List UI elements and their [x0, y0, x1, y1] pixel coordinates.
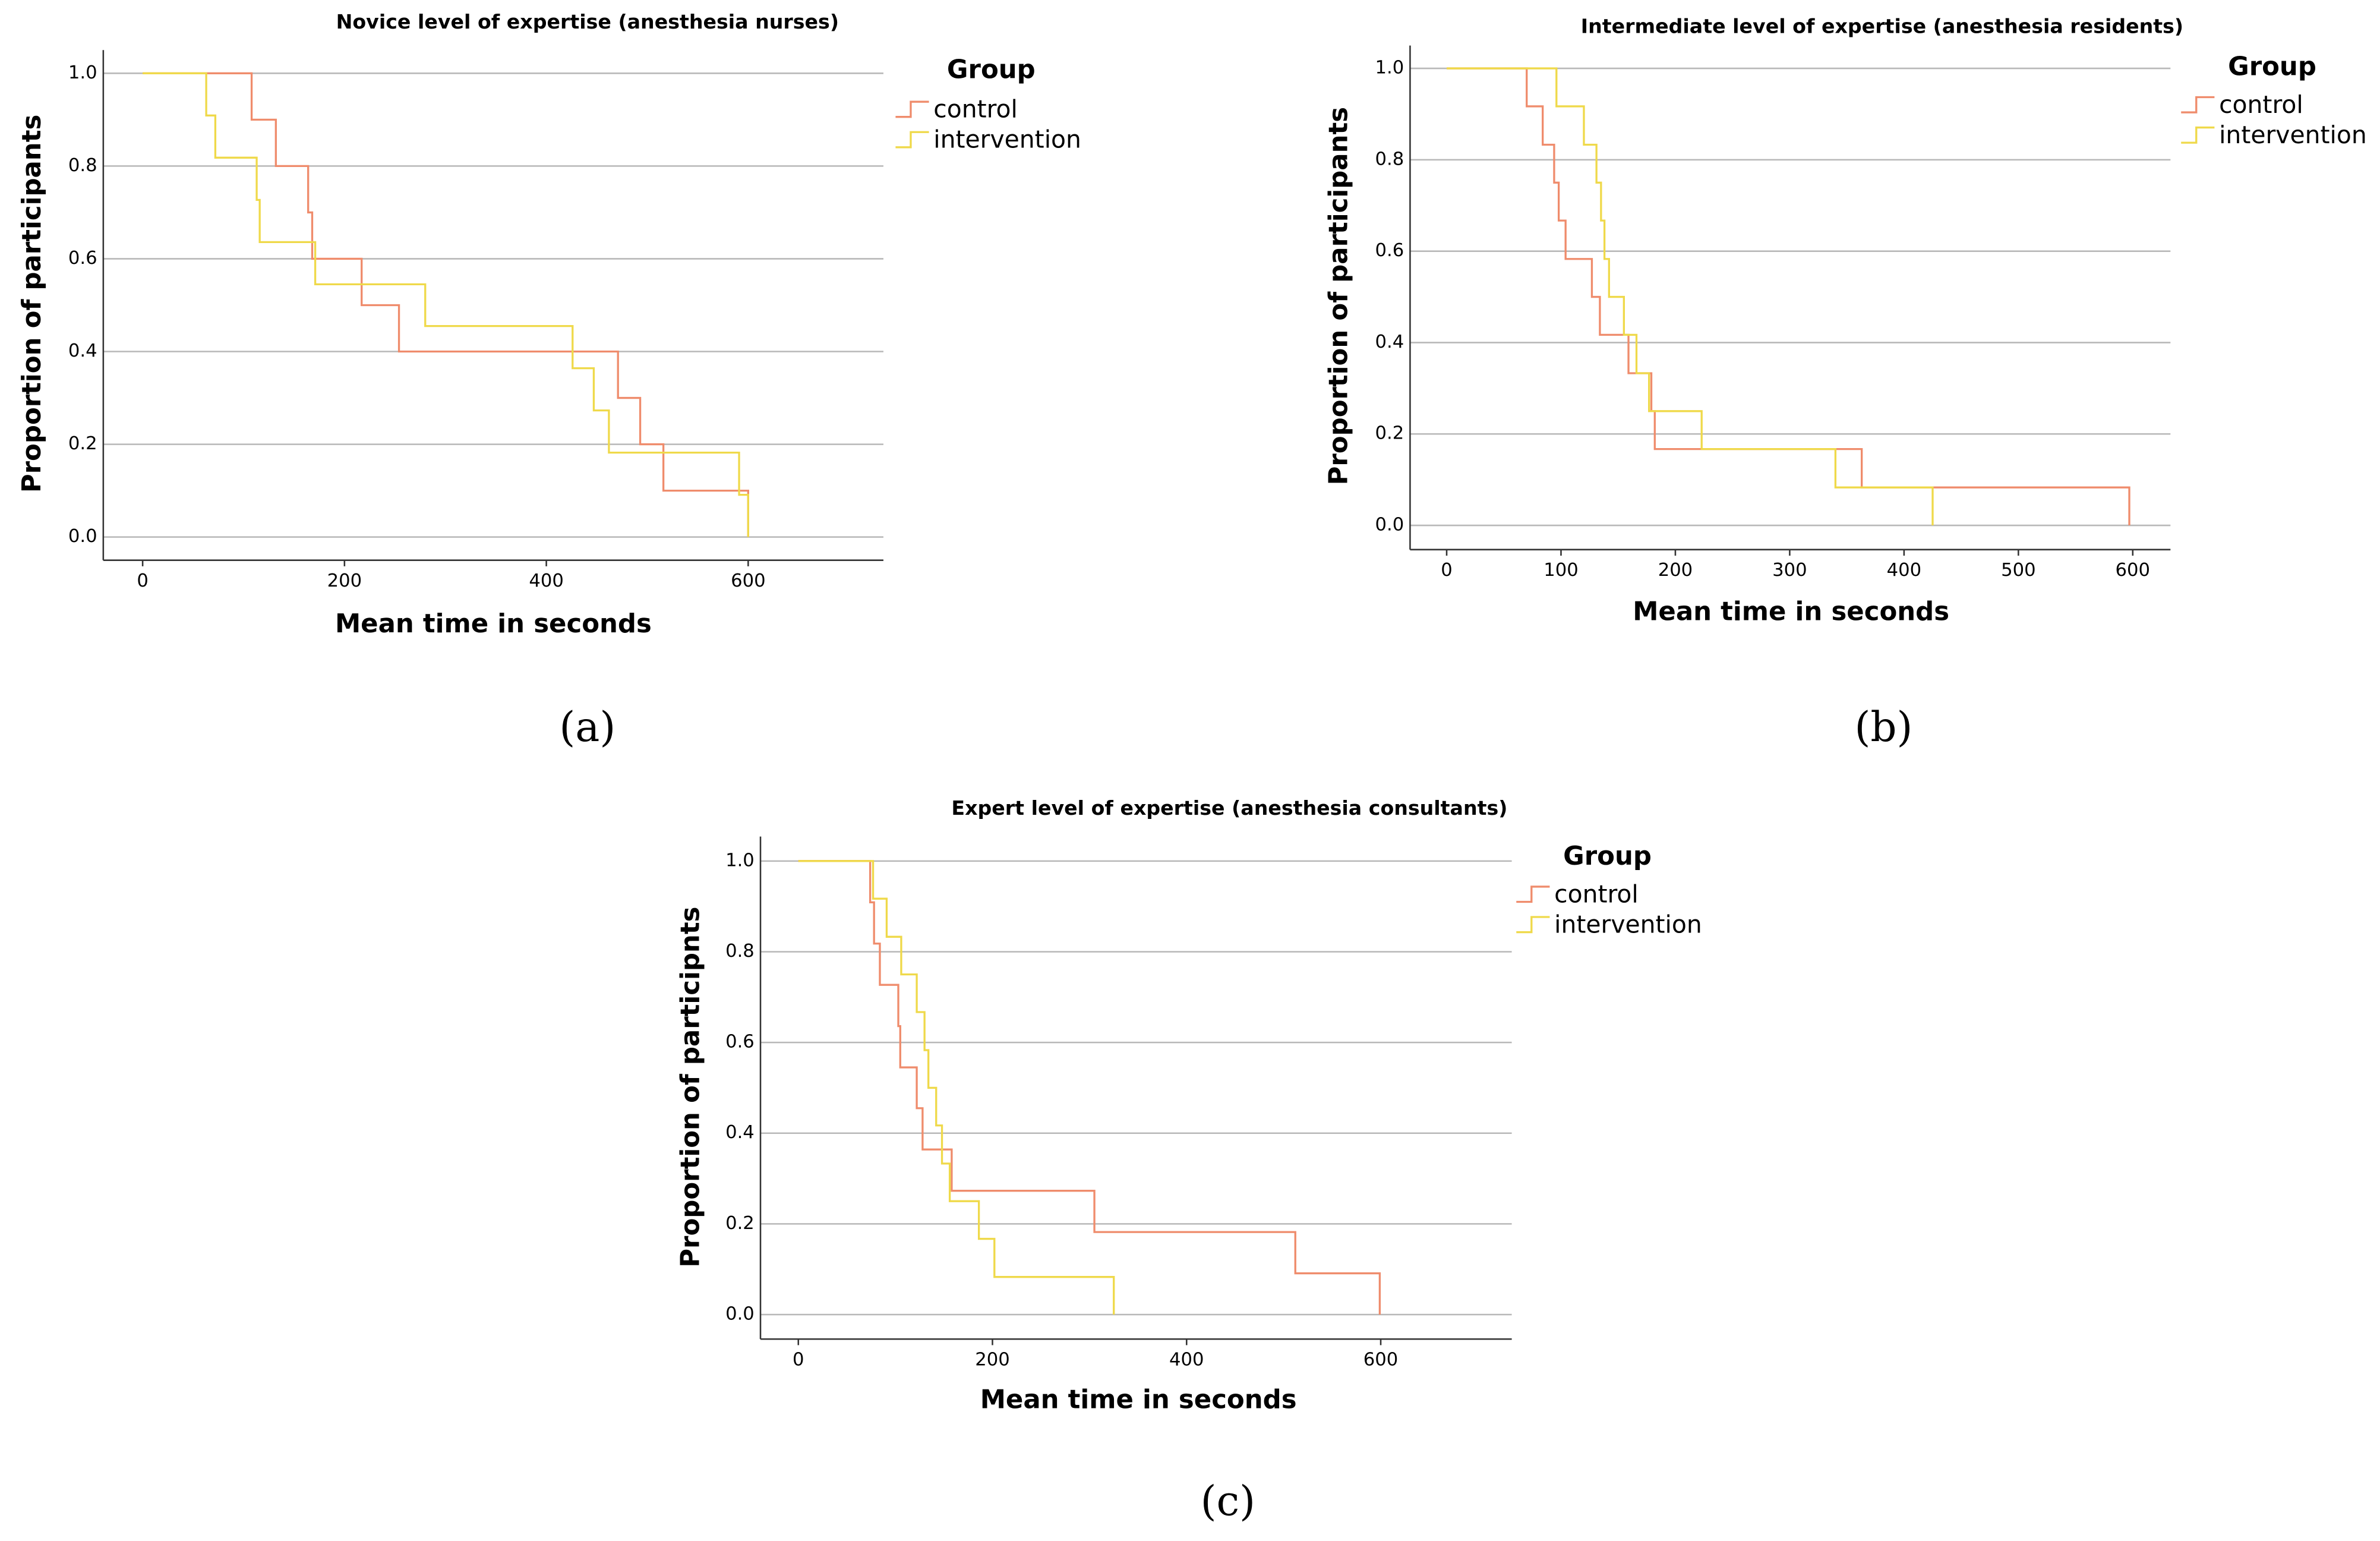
y-tick-label: 0.2 — [68, 433, 97, 454]
y-tick-label: 0.6 — [725, 1032, 755, 1052]
x-tick-label: 400 — [1169, 1349, 1204, 1370]
legend-title: Group — [947, 55, 1036, 85]
legend-swatch — [895, 100, 929, 118]
x-axis-label: Mean time in seconds — [1633, 597, 1949, 627]
y-axis-label: Proportion of participants — [17, 115, 47, 493]
survival-line — [798, 860, 1381, 1315]
y-tick-label: 0.4 — [68, 341, 97, 361]
x-tick-label: 300 — [1772, 560, 1807, 581]
x-tick-label: 500 — [2001, 560, 2035, 581]
y-tick-label: 0.8 — [1375, 149, 1404, 169]
legend-label: control — [933, 94, 1018, 123]
chart-panel: Intermediate level of expertise (anesthe… — [1324, 14, 2366, 751]
chart-title: Novice level of expertise (anesthesia nu… — [336, 10, 839, 33]
y-axis-label: Proportion of participants — [1324, 107, 1353, 485]
y-tick-label: 0.0 — [1375, 515, 1404, 535]
legend-label: intervention — [2219, 121, 2367, 149]
y-tick-label: 1.0 — [725, 850, 755, 871]
y-tick-label: 0.8 — [68, 155, 97, 176]
y-tick-label: 1.0 — [68, 62, 97, 83]
y-tick-label: 1.0 — [1375, 58, 1404, 78]
y-tick-label: 0.4 — [725, 1122, 755, 1143]
legend-swatch — [2181, 126, 2215, 144]
legend-label: intervention — [933, 125, 1081, 154]
y-tick-label: 0.0 — [68, 526, 97, 547]
panel-label: (c) — [1201, 1478, 1255, 1526]
survival-line — [1447, 67, 1934, 526]
chart-panel: Novice level of expertise (anesthesia nu… — [17, 10, 1081, 751]
legend-swatch — [2181, 96, 2215, 114]
y-tick-label: 0.2 — [725, 1213, 755, 1234]
y-tick-label: 0.4 — [1375, 332, 1404, 352]
y-tick-label: 0.0 — [725, 1304, 755, 1325]
chart-title: Intermediate level of expertise (anesthe… — [1581, 14, 2183, 37]
x-tick-label: 400 — [1887, 560, 1921, 581]
y-tick-label: 0.8 — [725, 941, 755, 962]
x-tick-label: 600 — [731, 571, 765, 591]
survival-line — [143, 72, 749, 537]
y-tick-label: 0.6 — [68, 248, 97, 269]
legend-label: control — [1554, 880, 1639, 908]
panel-label: (b) — [1855, 704, 1913, 751]
x-tick-label: 600 — [1363, 1349, 1398, 1370]
x-tick-label: 200 — [1658, 560, 1693, 581]
legend-label: intervention — [1554, 910, 1702, 938]
x-axis-label: Mean time in seconds — [980, 1385, 1297, 1414]
survival-line — [798, 860, 1115, 1315]
legend-swatch — [1516, 885, 1550, 903]
x-tick-label: 600 — [2116, 560, 2150, 581]
x-tick-label: 0 — [1441, 560, 1453, 581]
x-tick-label: 0 — [793, 1349, 804, 1370]
legend-label: control — [2219, 90, 2303, 119]
x-tick-label: 0 — [137, 571, 149, 591]
panel-label: (a) — [559, 704, 615, 751]
y-tick-label: 0.6 — [1375, 240, 1404, 261]
x-tick-label: 200 — [327, 571, 362, 591]
y-axis-label: Proportion of participnts — [676, 907, 706, 1268]
x-tick-label: 200 — [975, 1349, 1009, 1370]
survival-line — [143, 72, 749, 537]
legend-title: Group — [2228, 52, 2316, 81]
x-axis-label: Mean time in seconds — [335, 609, 652, 639]
legend-swatch — [895, 131, 929, 149]
legend-title: Group — [1563, 842, 1652, 871]
survival-line — [1447, 67, 2130, 526]
x-tick-label: 400 — [529, 571, 563, 591]
y-tick-label: 0.2 — [1375, 423, 1404, 444]
legend-swatch — [1516, 916, 1550, 934]
chart-title: Expert level of expertise (anesthesia co… — [951, 796, 1507, 820]
chart-panel: Expert level of expertise (anesthesia co… — [676, 796, 1702, 1526]
x-tick-label: 100 — [1543, 560, 1578, 581]
